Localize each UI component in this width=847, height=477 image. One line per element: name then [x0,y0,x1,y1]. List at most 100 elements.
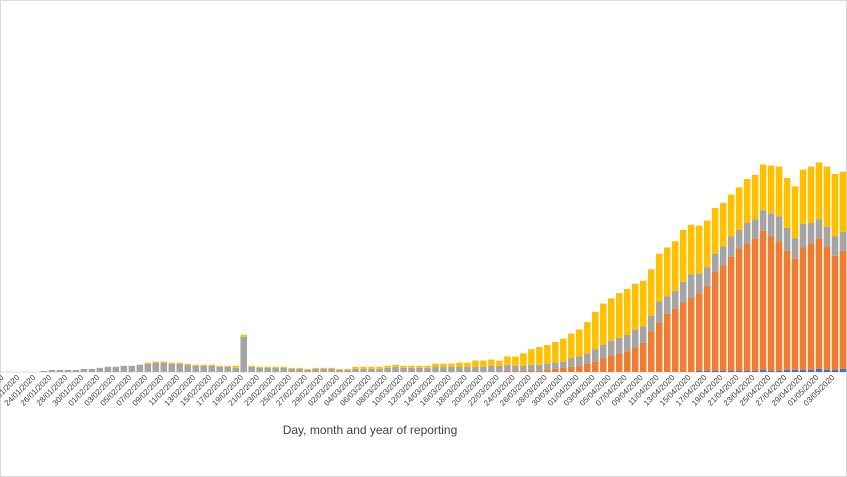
bar-segment-yellow [520,353,527,366]
bar-segment-yellow [592,311,599,350]
bar-segment-orange [679,302,687,372]
bar-segment-yellow [703,220,711,268]
bar-segment-orange [512,370,519,372]
bar-segment-gray [384,367,391,372]
bar-segment-yellow [416,365,423,368]
bar-segment-gray [208,365,216,372]
bar-segment-gray [376,368,383,372]
bar-segment-gray [568,358,575,367]
bar-segment-gray [312,368,319,372]
bar-segment-yellow [480,360,487,367]
bar-segment-gray [791,238,799,259]
bar-segment-blue [839,368,847,372]
bar-segment-gray [248,366,255,372]
bar-segment-gray [711,253,719,272]
bar-segment-gray [112,366,120,372]
bar-segment-orange [647,331,655,372]
bar-segment-yellow [144,362,152,364]
bar-segment-yellow [743,179,751,223]
bar-segment-yellow [775,166,783,217]
bar-segment-orange [639,342,647,372]
bar-segment-blue [823,369,831,373]
bar-segment-gray [344,369,351,373]
bar-segment-gray [136,364,144,372]
bar-segment-blue [711,370,719,372]
bar-segment-yellow [663,247,671,297]
bar-segment-yellow [767,165,775,214]
bar-segment-orange [576,365,583,372]
bar-segment-gray [544,363,551,370]
bar-segment-yellow [839,171,847,232]
bar-segment-gray [272,367,279,372]
bar-segment-yellow [216,365,224,367]
bar-segment-gray [192,365,200,372]
bar-segment-orange [751,238,759,371]
bar-segment-yellow [568,333,575,359]
bar-segment-yellow [759,164,767,211]
bar-segment-blue [743,370,751,372]
bar-segment-blue [727,370,735,372]
bar-segment-gray [72,369,80,373]
bar-segment-yellow [560,338,567,362]
bar-segment-gray [128,365,136,372]
bar-segment-yellow [536,347,543,365]
bar-segment-gray [831,236,839,256]
bar-segment-yellow [392,364,399,367]
bar-segment-gray [823,226,831,248]
bar-segment-yellow [328,367,335,369]
bar-segment-yellow [831,173,839,237]
bar-segment-gray [839,231,847,251]
bar-segment-gray [759,210,767,231]
bar-segment-blue [751,370,759,372]
bar-segment-yellow [440,363,447,367]
bar-segment-gray [615,337,623,354]
bar-segment-orange [735,248,743,371]
bar-segment-gray [216,366,224,372]
bar-segment-gray [703,267,711,286]
bar-segment-orange [815,238,823,369]
bar-segment-gray [687,274,695,298]
bar-segment-yellow [576,329,583,357]
bar-segment-yellow [799,169,807,224]
bar-segment-gray [775,216,783,242]
bar-segment-yellow [360,366,367,369]
bar-segment-yellow [791,186,799,239]
bar-segment-orange [823,247,831,370]
bar-segment-yellow [815,162,823,220]
bar-segment-gray [360,368,367,372]
bar-segment-gray [320,368,327,372]
bar-segment-orange [759,230,767,370]
bar-segment-yellow [448,363,455,367]
bar-segment-blue [719,370,727,372]
bar-segment-blue [783,369,791,373]
bar-segment-orange [615,353,623,372]
bar-segment-orange [791,258,799,370]
bar-segment-gray [719,246,727,266]
bar-segment-yellow [615,293,623,338]
bar-segment-blue [807,369,815,373]
bar-segment-gray [200,365,208,372]
bar-segment-orange [831,255,839,370]
bar-segment-blue [775,370,783,372]
bar-segment-gray [592,349,599,362]
bar-segment-yellow [152,361,160,363]
bar-segment-orange [608,355,615,372]
bar-segment-orange [687,297,695,372]
bar-segment-yellow [240,334,247,337]
bar-segment-yellow [671,241,679,292]
bar-segment-orange [775,241,783,371]
bar-segment-orange [600,358,607,372]
bar-segment-orange [544,369,551,373]
bar-segment-orange [839,250,847,369]
bar-segment-gray [631,329,639,348]
bar-segment-yellow [264,366,271,368]
bar-segment-yellow [496,360,503,366]
bar-segment-yellow [584,322,591,354]
bar-segment-gray [120,365,128,372]
bar-segment-yellow [711,208,719,254]
bar-segment-yellow [200,364,208,366]
bar-segment-gray [256,367,263,372]
bar-segment-gray [224,366,232,372]
bar-segment-yellow [320,367,327,369]
bar-segment-gray [767,213,775,237]
